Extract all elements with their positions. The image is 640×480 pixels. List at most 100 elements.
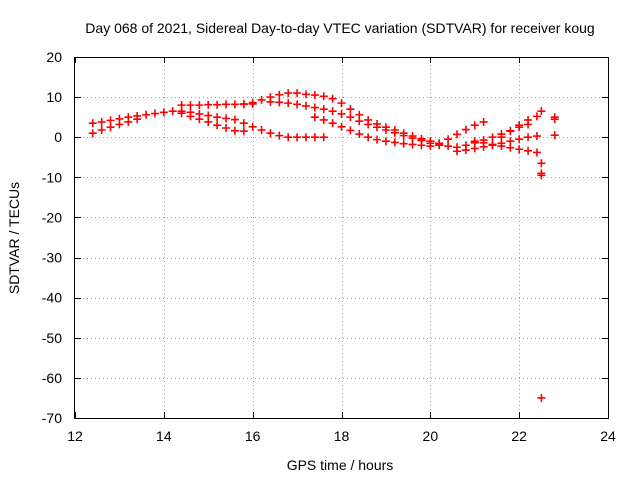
data-point — [452, 130, 461, 139]
y-tick-label: 10 — [46, 89, 62, 105]
data-point — [186, 112, 195, 121]
data-point — [355, 130, 364, 139]
data-point — [373, 123, 382, 132]
y-tick-label: -30 — [42, 250, 62, 266]
data-point — [97, 117, 106, 126]
data-point — [524, 115, 533, 124]
data-point — [532, 132, 541, 141]
x-tick-label: 18 — [334, 428, 350, 444]
data-point — [470, 137, 479, 146]
data-point — [488, 133, 497, 142]
data-point — [532, 148, 541, 157]
data-marks — [88, 89, 559, 402]
data-point — [275, 90, 284, 99]
series-early-lower — [88, 115, 142, 138]
data-point — [88, 129, 97, 138]
data-point — [337, 122, 346, 131]
data-point — [408, 140, 417, 149]
data-point — [328, 119, 337, 128]
data-point — [524, 146, 533, 155]
data-point — [186, 101, 195, 110]
data-point — [301, 101, 310, 110]
data-point — [150, 109, 159, 118]
data-point — [390, 138, 399, 147]
data-point — [195, 101, 204, 110]
data-point — [337, 99, 346, 108]
data-point — [444, 135, 453, 144]
data-point — [284, 99, 293, 108]
data-point — [230, 126, 239, 135]
data-point — [435, 139, 444, 148]
data-point — [239, 100, 248, 109]
data-point — [524, 133, 533, 142]
data-point — [444, 142, 453, 151]
data-point — [417, 141, 426, 150]
y-axis-label: SDTVAR / TECUs — [6, 182, 22, 294]
data-point — [346, 126, 355, 135]
data-point — [364, 120, 373, 129]
data-point — [537, 393, 546, 402]
data-point — [346, 113, 355, 122]
data-point — [257, 126, 266, 135]
data-point — [506, 143, 515, 152]
data-point — [230, 115, 239, 124]
data-point — [230, 100, 239, 109]
data-point — [266, 129, 275, 138]
x-tick-label: 22 — [511, 428, 527, 444]
data-point — [319, 105, 328, 114]
series-hump-mid — [266, 97, 444, 150]
data-point — [532, 112, 541, 121]
data-point — [310, 113, 319, 122]
x-tick-label: 12 — [67, 428, 83, 444]
plot-frame — [74, 57, 609, 419]
data-point — [97, 126, 106, 135]
data-point — [115, 120, 124, 129]
x-tick-label: 20 — [423, 428, 439, 444]
data-point — [550, 115, 559, 124]
series-rise-one — [435, 117, 488, 148]
data-point — [537, 171, 546, 180]
data-point — [284, 133, 293, 142]
data-point — [381, 126, 390, 135]
data-point — [319, 92, 328, 101]
grid — [75, 57, 608, 418]
data-point — [239, 119, 248, 128]
data-point — [310, 103, 319, 112]
data-point — [106, 116, 115, 125]
data-point — [399, 131, 408, 140]
data-point — [373, 135, 382, 144]
y-tick-labels: -70 -60 -50 -40 -30 -20 -10 0 10 20 — [42, 49, 62, 426]
data-point — [310, 133, 319, 142]
data-point — [515, 135, 524, 144]
chart-title: Day 068 of 2021, Sidereal Day-to-day VTE… — [85, 20, 594, 36]
data-point — [328, 94, 337, 103]
data-point — [239, 127, 248, 136]
x-tick-label: 16 — [245, 428, 261, 444]
data-point — [222, 123, 231, 132]
x-tick-label: 24 — [600, 428, 616, 444]
data-point — [355, 117, 364, 126]
data-point — [364, 133, 373, 142]
data-point — [275, 98, 284, 107]
data-point — [452, 147, 461, 156]
series-early-upper — [88, 107, 177, 128]
data-point — [506, 127, 515, 136]
data-point — [319, 115, 328, 124]
data-point — [381, 137, 390, 146]
data-point — [222, 114, 231, 123]
data-point — [479, 117, 488, 126]
data-point — [124, 117, 133, 126]
series-block-descending — [177, 109, 239, 135]
y-tick-label: -40 — [42, 290, 62, 306]
data-point — [213, 121, 222, 130]
y-tick-label: -70 — [42, 410, 62, 426]
data-point — [293, 133, 302, 142]
data-point — [195, 115, 204, 124]
data-point — [248, 98, 257, 107]
series-block-bottom — [177, 107, 239, 124]
data-point — [284, 89, 293, 98]
data-point — [222, 100, 231, 109]
data-point — [470, 121, 479, 130]
data-point — [461, 125, 470, 134]
